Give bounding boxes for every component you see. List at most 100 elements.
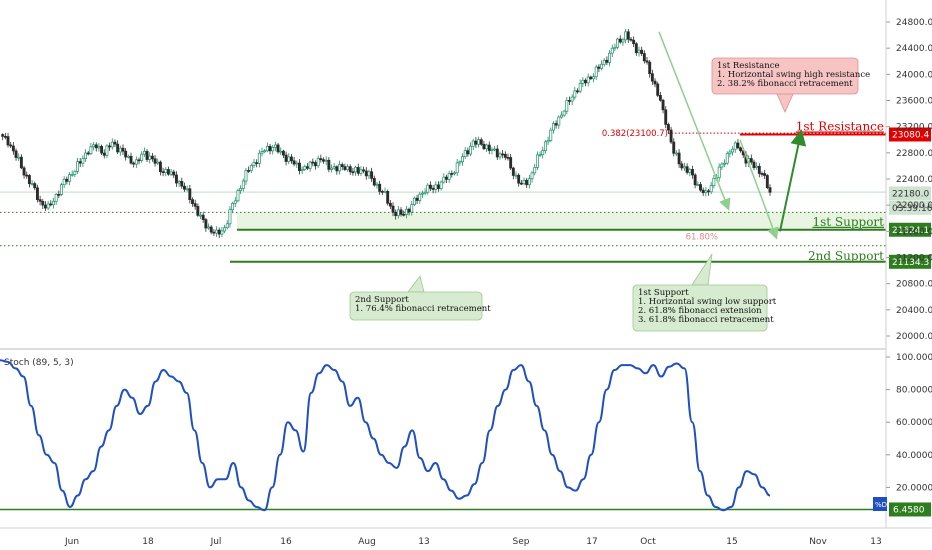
candle-body — [410, 204, 414, 213]
price-tick-label: 22800.0 — [896, 149, 932, 159]
candle-body — [193, 203, 197, 207]
candle-body — [276, 144, 280, 153]
candle-body — [287, 156, 291, 162]
candle-body — [546, 140, 550, 143]
x-tick-label: Oct — [640, 537, 656, 547]
candle-body — [27, 175, 31, 185]
candle-body — [92, 144, 96, 148]
note-line: 2nd Support — [355, 295, 409, 305]
candle-body — [666, 124, 670, 131]
candle-body — [84, 152, 88, 159]
candle-body — [674, 152, 678, 155]
candle-body — [693, 174, 697, 186]
candle-body — [118, 147, 122, 153]
candle-body — [292, 160, 296, 165]
candle-body — [244, 170, 248, 182]
candle-body — [399, 209, 403, 215]
candle-body — [215, 229, 219, 234]
candle-body — [423, 191, 427, 194]
note-tail — [776, 93, 794, 113]
candle-body — [343, 166, 347, 170]
candle-body — [289, 156, 293, 162]
candle-body — [102, 152, 106, 156]
candle-body — [281, 150, 285, 156]
resistance-value-box — [889, 127, 931, 142]
candle-body — [169, 171, 173, 175]
candle-body — [220, 230, 224, 235]
price-tick-label: 24000.0 — [896, 70, 932, 80]
oscillator-tick-label: 40.0000 — [896, 451, 932, 461]
candle-body — [648, 61, 652, 75]
support-2-value-box-text: 21134.3 — [892, 258, 929, 268]
oscillator-title: Stoch (89, 5, 3) — [4, 358, 74, 368]
countdown-box-text: 03:39:16 — [892, 204, 932, 214]
resistance-value-box-text: 23080.4 — [892, 130, 929, 140]
candle-body — [640, 49, 644, 54]
candle-body — [105, 145, 109, 156]
candle-body — [586, 76, 590, 84]
candle-body — [81, 158, 85, 164]
candle-body — [324, 159, 328, 162]
candle-body — [696, 184, 700, 186]
candle-body — [618, 38, 622, 43]
candle-body — [661, 99, 665, 111]
oscillator-tick-label: 60.0000 — [896, 418, 932, 428]
candle-body — [562, 110, 566, 116]
candle-body — [97, 146, 101, 149]
candle-body — [565, 100, 569, 112]
x-tick-label: 15 — [726, 537, 737, 547]
price-tick-label: 20400.0 — [896, 306, 932, 316]
price-arrows — [658, 31, 807, 240]
candle-body — [453, 172, 456, 175]
candle-body — [263, 150, 267, 153]
candle-body — [164, 169, 168, 173]
candle-body — [257, 152, 261, 164]
candle-body — [201, 214, 205, 220]
candle-body — [383, 190, 387, 193]
candle-body — [466, 150, 470, 155]
candle-body — [60, 184, 63, 195]
candle-body — [765, 175, 769, 189]
candle-body — [602, 59, 606, 65]
candle-body — [140, 153, 144, 161]
note-line: 2. 38.2% fibonacci retracement — [717, 79, 853, 89]
candle-body — [487, 144, 491, 151]
candle-body — [664, 109, 668, 125]
candle-body — [217, 229, 221, 235]
candle-body — [736, 142, 740, 149]
candle-body — [437, 184, 440, 189]
candle-body — [25, 174, 29, 177]
candle-body — [300, 169, 304, 172]
candle-body — [70, 173, 74, 176]
candle-body — [768, 187, 772, 193]
candle-body — [65, 178, 69, 182]
price-tick-label: 22400.0 — [896, 175, 932, 185]
candle-body — [725, 153, 729, 164]
candle-body — [62, 178, 66, 186]
candle-body — [252, 162, 256, 166]
candle-body — [241, 180, 245, 189]
candle-body — [680, 163, 684, 169]
candle-body — [17, 156, 21, 159]
candle-body — [255, 162, 259, 164]
x-tick-label: 16 — [280, 537, 292, 547]
candle-body — [19, 156, 23, 169]
candle-body — [22, 167, 26, 176]
candle-body — [1, 134, 5, 137]
candle-body — [378, 183, 382, 192]
candle-body — [359, 169, 363, 174]
support-2-value-box — [889, 254, 931, 269]
candle-body — [223, 227, 227, 232]
fib-resistance-label: 0.382(23100.7) — [602, 129, 668, 139]
candle-body — [351, 171, 355, 174]
candle-body — [207, 226, 210, 229]
candle-body — [49, 203, 53, 206]
candle-body — [600, 63, 604, 69]
candle-body — [319, 158, 323, 161]
candle-body — [597, 66, 601, 69]
candle-body — [717, 166, 721, 178]
